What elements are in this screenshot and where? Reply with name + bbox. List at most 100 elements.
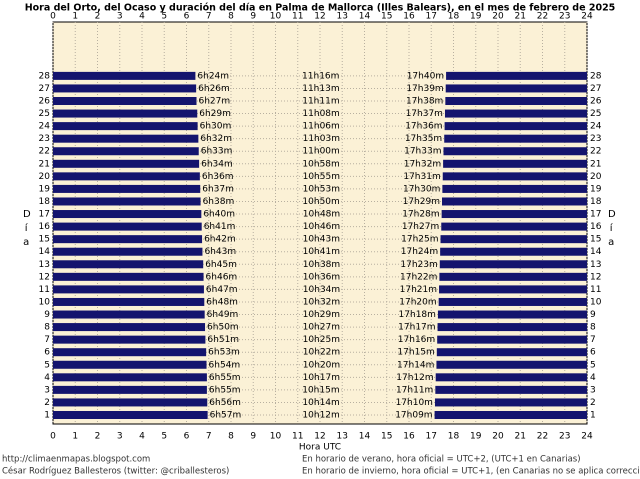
sunrise-label: 6h30m xyxy=(200,122,232,132)
sunset-label: 17h40m xyxy=(407,71,444,81)
night-bar xyxy=(446,71,587,80)
x-tick-label: 18 xyxy=(448,12,460,22)
y-tick-label: 20 xyxy=(39,172,51,182)
night-bar xyxy=(53,97,197,105)
day-length-label: 10h22m xyxy=(303,348,340,358)
x-tick-label: 21 xyxy=(515,432,526,442)
x-tick-label: 5 xyxy=(161,12,167,22)
night-bar xyxy=(445,84,587,93)
night-bar xyxy=(53,373,207,382)
x-tick-label: 3 xyxy=(117,432,123,442)
sunset-label: 17h30m xyxy=(403,184,440,194)
x-tick-label: 6 xyxy=(184,12,190,22)
night-bar xyxy=(437,323,587,332)
y-tick-label: 25 xyxy=(39,109,50,119)
night-bar xyxy=(439,285,587,294)
night-bar xyxy=(53,109,198,118)
night-bar xyxy=(53,197,201,206)
night-bar xyxy=(434,411,587,419)
day-length-label: 10h34m xyxy=(303,285,340,295)
sunset-label: 17h27m xyxy=(402,222,439,232)
y-tick-label: 3 xyxy=(590,385,596,395)
sunrise-label: 6h43m xyxy=(204,247,236,257)
night-bar xyxy=(53,84,197,93)
y-tick-label: 8 xyxy=(44,323,50,333)
night-bar xyxy=(53,285,204,294)
night-bar xyxy=(436,348,587,357)
y-tick-label: 9 xyxy=(44,310,50,320)
x-tick-label: 11 xyxy=(292,12,303,22)
day-length-label: 10h12m xyxy=(302,411,339,421)
x-tick-label: 16 xyxy=(403,432,415,442)
night-bar xyxy=(53,147,199,156)
x-tick-label: 3 xyxy=(117,12,123,22)
sunrise-label: 6h41m xyxy=(204,222,236,232)
sunset-label: 17h10m xyxy=(396,398,433,408)
sunrise-label: 6h24m xyxy=(197,71,229,81)
y-tick-label: 6 xyxy=(590,348,596,358)
credit: http://climaenmapas.blogspot.com xyxy=(2,455,150,465)
sunrise-label: 6h46m xyxy=(206,272,238,282)
night-bar xyxy=(438,297,587,306)
sunset-label: 17h17m xyxy=(398,323,435,333)
x-tick-label: 22 xyxy=(537,12,548,22)
x-tick-label: 24 xyxy=(581,12,593,22)
night-bar xyxy=(437,310,587,319)
y-tick-label: 14 xyxy=(39,247,51,257)
day-length-label: 11h06m xyxy=(302,122,339,132)
day-length-label: 10h46m xyxy=(303,222,340,232)
night-bar xyxy=(445,97,587,105)
day-length-label: 10h58m xyxy=(302,159,339,169)
x-tick-label: 0 xyxy=(50,12,56,22)
note: En horario de verano, hora oficial = UTC… xyxy=(302,455,581,465)
sunset-label: 17h39m xyxy=(406,84,443,94)
sunset-label: 17h11m xyxy=(396,385,433,395)
night-bar xyxy=(53,348,207,357)
night-bar xyxy=(437,335,587,344)
x-tick-label: 6 xyxy=(184,432,190,442)
x-tick-label: 24 xyxy=(581,432,593,442)
y-tick-label: 5 xyxy=(44,360,50,370)
y-axis-title: Día xyxy=(23,209,31,248)
x-tick-label: 7 xyxy=(206,12,212,22)
y-tick-label: 16 xyxy=(39,222,51,232)
x-tick-label: 5 xyxy=(161,432,167,442)
x-tick-label: 1 xyxy=(72,12,78,22)
sunrise-label: 6h50m xyxy=(207,323,239,333)
night-bar xyxy=(444,134,587,143)
sunrise-label: 6h53m xyxy=(208,348,240,358)
x-tick-label: 20 xyxy=(492,432,504,442)
y-tick-label: 2 xyxy=(44,398,50,408)
sunset-label: 17h31m xyxy=(403,172,440,182)
night-bar xyxy=(53,134,199,143)
sunset-label: 17h12m xyxy=(396,373,433,383)
x-tick-label: 7 xyxy=(206,432,212,442)
sunrise-label: 6h48m xyxy=(206,297,238,307)
y-axis-title: Día xyxy=(608,209,616,248)
night-bar xyxy=(444,122,587,131)
y-tick-label: 24 xyxy=(590,122,602,132)
day-length-label: 10h38m xyxy=(303,260,340,270)
sunrise-label: 6h32m xyxy=(200,134,232,144)
x-tick-label: 0 xyxy=(50,432,56,442)
y-tick-label: 13 xyxy=(590,260,601,270)
sunset-label: 17h23m xyxy=(400,260,437,270)
night-bar xyxy=(443,147,587,156)
y-tick-label: 5 xyxy=(590,360,596,370)
y-tick-label: 7 xyxy=(44,335,50,345)
night-bar xyxy=(444,109,587,118)
sunset-label: 17h22m xyxy=(400,272,437,282)
day-length-label: 10h50m xyxy=(302,197,339,207)
day-length-label: 10h55m xyxy=(303,172,340,182)
sunrise-label: 6h37m xyxy=(202,184,234,194)
night-bar xyxy=(53,235,203,244)
x-tick-label: 19 xyxy=(470,432,482,442)
night-bar xyxy=(53,411,208,419)
day-length-label: 10h27m xyxy=(303,323,340,333)
day-length-label: 10h15m xyxy=(302,385,339,395)
day-length-label: 10h20m xyxy=(303,360,340,370)
x-tick-label: 2 xyxy=(95,432,101,442)
y-tick-label: 11 xyxy=(39,285,50,295)
y-tick-label: 20 xyxy=(590,172,602,182)
